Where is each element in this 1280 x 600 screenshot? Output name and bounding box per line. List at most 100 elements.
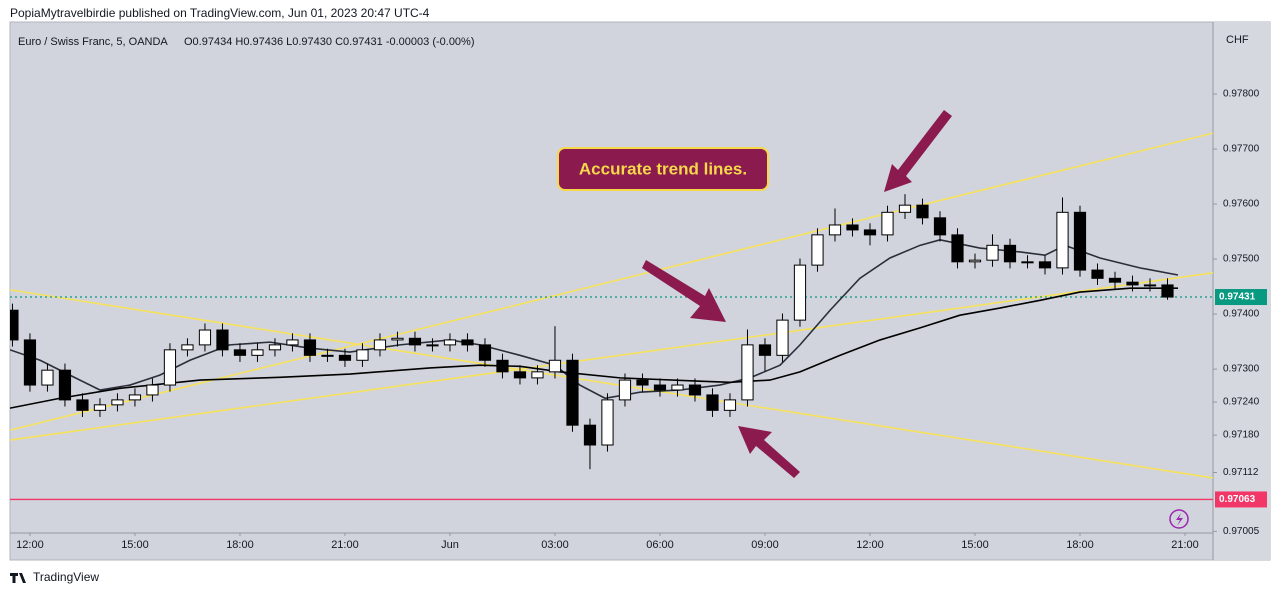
- candle-body: [723, 399, 737, 411]
- candle-body: [356, 349, 369, 361]
- candle-body: [251, 349, 264, 356]
- publisher: PopiaMytravelbirdie published on Trading…: [10, 6, 430, 20]
- candle-body: [863, 229, 877, 236]
- price-label-box: [1215, 289, 1267, 306]
- candle-body: [286, 339, 299, 346]
- candle-body: [1003, 244, 1017, 263]
- candle-body: [163, 349, 177, 386]
- currency: CHF: [1226, 34, 1249, 46]
- series-layer: [10, 132, 1213, 501]
- y-tick-label: 0.97300: [1223, 364, 1260, 375]
- x-tick-label: 15:00: [961, 539, 989, 551]
- y-tick-label: 0.97500: [1223, 254, 1260, 265]
- chart-frame: [9, 21, 1271, 561]
- candle-body: [1126, 281, 1139, 286]
- candle-body: [636, 379, 649, 386]
- candle-body: [618, 379, 632, 401]
- y-tick-label: 0.97240: [1223, 397, 1260, 408]
- trend-line: [10, 132, 1213, 431]
- alert-icon-bolt: [1176, 513, 1183, 526]
- alert-icon[interactable]: [1169, 509, 1189, 529]
- candle-body: [496, 359, 509, 373]
- candle-body: [583, 424, 597, 446]
- candle-body: [793, 264, 807, 321]
- x-tick-label: 21:00: [1171, 539, 1199, 551]
- candle-body: [198, 329, 212, 346]
- candle-body: [426, 344, 439, 347]
- candle-body: [1161, 284, 1174, 298]
- y-tick-label: 0.97800: [1223, 89, 1260, 100]
- candle-body: [23, 339, 37, 386]
- candle-body: [531, 371, 544, 379]
- candle-body: [181, 344, 194, 351]
- annotation: Accurate trend lines.: [579, 159, 747, 178]
- candle-body: [373, 339, 387, 351]
- x-tick-label: 15:00: [121, 539, 149, 551]
- candle-body: [951, 234, 964, 263]
- candle-body: [408, 337, 422, 346]
- candle-body: [443, 339, 457, 346]
- candle-body: [111, 399, 124, 406]
- candle-body: [1056, 211, 1069, 269]
- candle-body: [513, 371, 527, 379]
- candle-body: [916, 204, 929, 219]
- x-tick-label: 12:00: [856, 539, 884, 551]
- candle-body: [898, 204, 912, 213]
- candle-body: [968, 259, 982, 263]
- candle-body: [776, 319, 789, 356]
- logo: [10, 573, 26, 583]
- candle-body: [1073, 211, 1087, 271]
- y-tick-label: 0.97400: [1223, 309, 1260, 320]
- price-label: 0.97063: [1219, 494, 1256, 505]
- candle-body: [268, 344, 282, 351]
- candle-body: [653, 384, 667, 391]
- y-tick-label: 0.97600: [1223, 199, 1260, 210]
- trend-line: [10, 289, 1213, 479]
- candle-body: [391, 337, 404, 341]
- y-tick-label: 0.97180: [1223, 430, 1260, 441]
- x-tick-label: 06:00: [646, 539, 674, 551]
- candle-body: [1143, 284, 1157, 287]
- moving-average: [10, 287, 1178, 409]
- candle-body: [671, 384, 684, 391]
- candle-body: [10, 309, 19, 341]
- price-label: 0.97431: [1219, 292, 1256, 303]
- candle-body: [1021, 261, 1034, 264]
- x-tick-label: 21:00: [331, 539, 359, 551]
- candle-body: [846, 224, 859, 231]
- x-tick-label: 12:00: [16, 539, 44, 551]
- plot: 0.97800 0.97700 0.97600 0.97500 0.97400 0.973…: [10, 89, 1260, 551]
- candle-body: [758, 344, 772, 356]
- trend-line: [10, 272, 1213, 441]
- candle-body: [828, 224, 842, 236]
- candle-body: [128, 394, 142, 401]
- candle-body: [881, 211, 894, 236]
- price-label-box: [1215, 491, 1267, 508]
- x-tick-label: 03:00: [541, 539, 569, 551]
- candle-body: [76, 399, 89, 411]
- candle-body: [986, 244, 999, 261]
- candle-body: [321, 354, 334, 357]
- x-tick-label: Jun: [441, 539, 459, 551]
- candle-body: [146, 384, 159, 396]
- candle-body: [233, 349, 247, 356]
- candle-body: [548, 359, 562, 373]
- arrows: [642, 110, 952, 478]
- candle-body: [688, 384, 702, 396]
- candle-body: [93, 404, 107, 411]
- ohlc: O0.97434 H0.97436 L0.97430 C0.97431 -0.0…: [184, 36, 475, 48]
- candle-body: [741, 344, 754, 401]
- candle-body: [41, 369, 54, 386]
- candle-body: [58, 369, 72, 401]
- candle-body: [811, 234, 824, 266]
- candle-body: [461, 339, 474, 346]
- x-tick-label: 18:00: [1066, 539, 1094, 551]
- annotation-box: [557, 147, 769, 191]
- candle-body: [1091, 269, 1104, 279]
- candle-body: [338, 354, 352, 361]
- x-tick-label: 18:00: [226, 539, 254, 551]
- candle-body: [216, 329, 229, 351]
- candle-body: [1038, 261, 1052, 269]
